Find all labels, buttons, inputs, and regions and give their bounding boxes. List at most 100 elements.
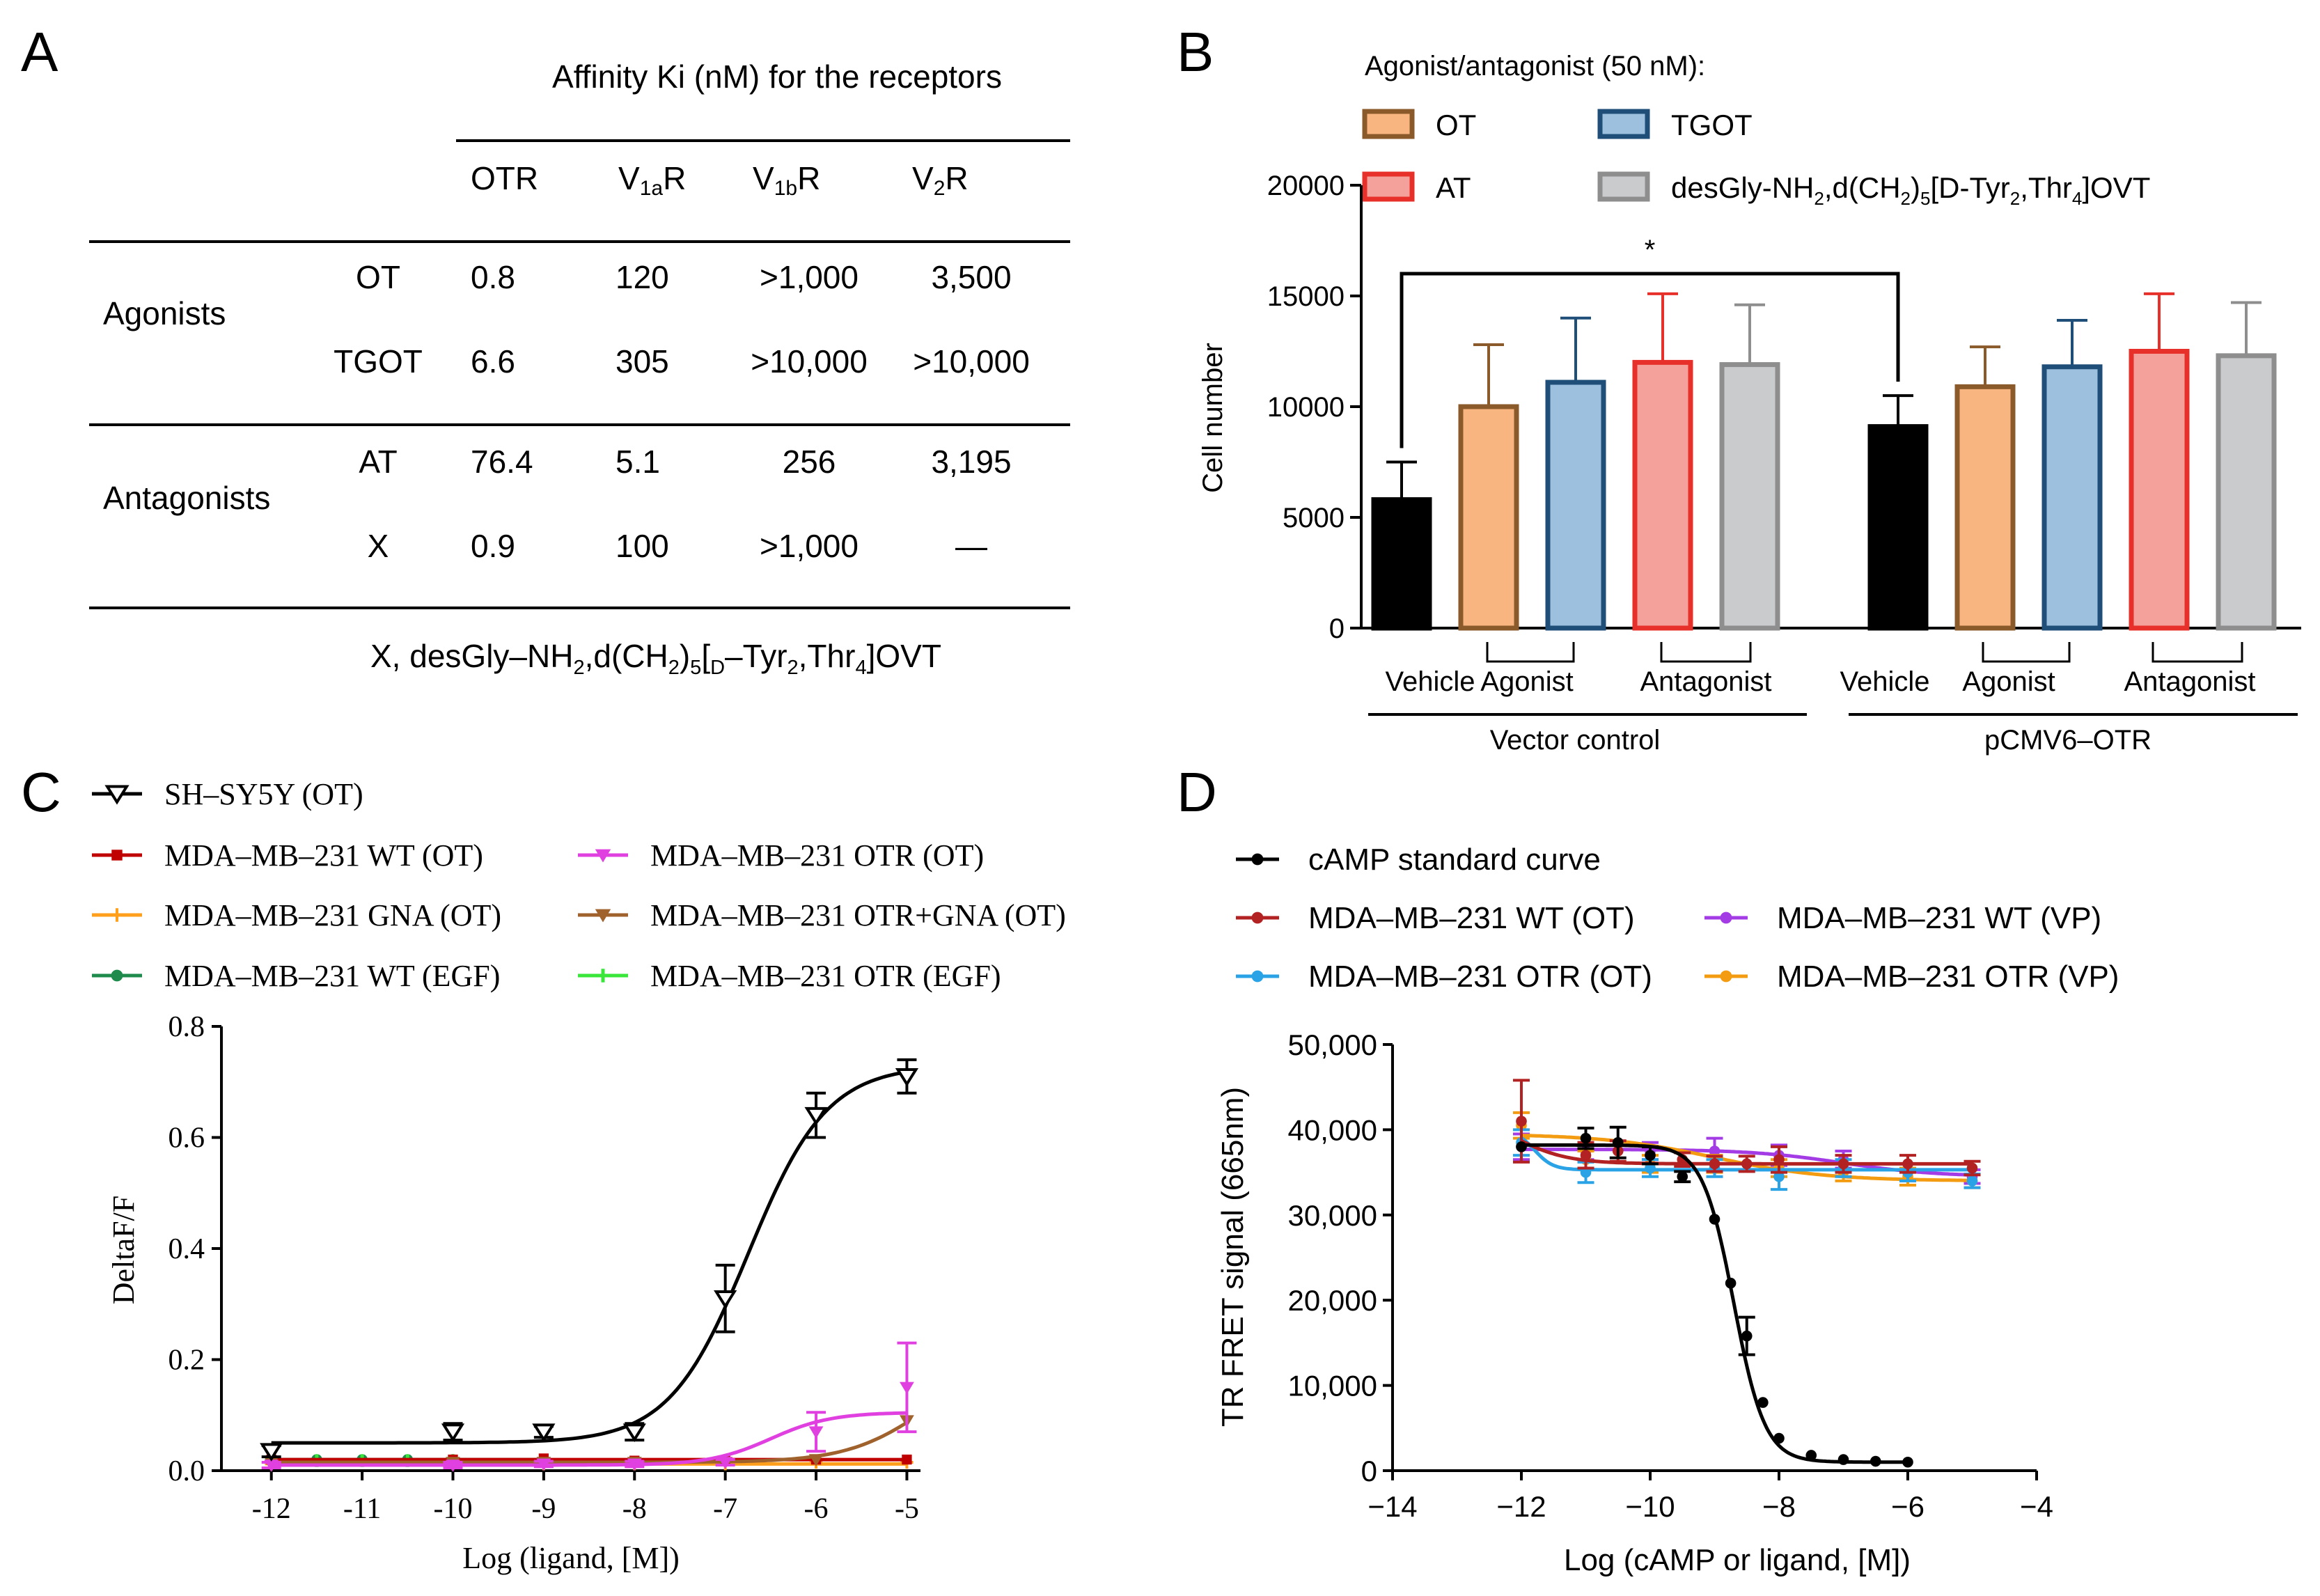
c-ytick-label: 0.2 bbox=[168, 1345, 205, 1377]
d-point bbox=[1677, 1171, 1688, 1182]
table-cell: 3,195 bbox=[931, 444, 1011, 480]
d-legend-label: MDA–MB–231 WT (VP) bbox=[1777, 901, 2101, 935]
table-col-header: V2R bbox=[912, 160, 969, 200]
subscript: 4 bbox=[2072, 188, 2082, 209]
d-xtick-label: −14 bbox=[1367, 1490, 1417, 1523]
d-point bbox=[1902, 1456, 1913, 1468]
b-xtick-label: Agonist bbox=[1480, 666, 1573, 697]
b-significance-bracket bbox=[1400, 272, 1900, 448]
c-point bbox=[264, 1460, 279, 1472]
d-point bbox=[1837, 1158, 1849, 1170]
b-bar bbox=[1632, 359, 1693, 631]
table-cell: >10,000 bbox=[751, 343, 868, 380]
d-point bbox=[1709, 1145, 1721, 1157]
table-header: OTR V1aR V1bR V2R bbox=[471, 160, 969, 200]
c-legend-label: MDA–MB–231 GNA (OT) bbox=[164, 898, 501, 932]
b-bar bbox=[1867, 424, 1929, 631]
b-xlabels: Vehicle Agonist Antagonist Vehicle Agonist An… bbox=[1368, 642, 2298, 756]
b-ylabel: Cell number bbox=[1198, 343, 1228, 493]
c-fit-line bbox=[271, 1070, 907, 1445]
d-legend-marker bbox=[1720, 970, 1732, 983]
c-legend-marker bbox=[111, 969, 123, 982]
table-body: Agonists OT 0.8 120 >1,000 3,500 TGOT 6.6 305 >10… bbox=[103, 259, 1030, 564]
d-point bbox=[1902, 1158, 1913, 1170]
col-base: V bbox=[753, 160, 774, 196]
b-group-bracket bbox=[2152, 642, 2243, 663]
c-legend-label: SH–SY5Y (OT) bbox=[164, 777, 363, 811]
text-part: X, desGly–NH bbox=[370, 638, 573, 674]
d-point bbox=[1516, 1141, 1527, 1152]
d-ylabel: TR FRET signal (665nm) bbox=[1216, 1087, 1250, 1427]
text-part: ,Thr bbox=[2020, 171, 2072, 204]
subscript: 2 bbox=[1814, 188, 1824, 209]
c-xlabel: Log (ligand, [M]) bbox=[462, 1541, 680, 1575]
b-group-label: pCMV6–OTR bbox=[1984, 725, 2152, 756]
b-bar bbox=[1371, 497, 1432, 631]
d-point bbox=[1966, 1162, 1978, 1174]
text-part: ,d(CH bbox=[1824, 171, 1901, 204]
d-ytick-label: 0 bbox=[1361, 1455, 1377, 1487]
d-legend-marker bbox=[1251, 970, 1264, 983]
c-legend-marker bbox=[595, 849, 611, 863]
b-xtick-label: Antagonist bbox=[2124, 666, 2255, 697]
d-point bbox=[1645, 1162, 1656, 1174]
table-cell: 3,500 bbox=[931, 259, 1011, 295]
table-cell: 305 bbox=[616, 343, 669, 380]
d-axes: 0 10,000 20,000 30,000 40,000 50,000 −14 −12 −10… bbox=[1288, 1028, 2053, 1523]
panel-b: B Agonist/antagonist (50 nM): OT TGOT AT de… bbox=[1177, 21, 2301, 756]
b-group-label: Vector control bbox=[1490, 725, 1661, 756]
c-legend-marker bbox=[111, 850, 123, 861]
c-point bbox=[808, 1454, 824, 1466]
d-legend-label: MDA–MB–231 OTR (VP) bbox=[1777, 960, 2119, 994]
panel-label-c: C bbox=[21, 761, 61, 823]
b-ytick-label: 0 bbox=[1329, 613, 1345, 644]
c-point bbox=[808, 1426, 824, 1439]
col-suffix: R bbox=[797, 160, 820, 196]
col-base: V bbox=[912, 160, 934, 196]
c-legend-marker bbox=[110, 908, 124, 922]
b-legend-swatch bbox=[1362, 109, 1415, 139]
c-fit-line bbox=[271, 1411, 907, 1467]
d-legend-marker bbox=[1251, 912, 1264, 924]
c-point bbox=[804, 1106, 828, 1126]
subscript: 4 bbox=[855, 657, 866, 679]
text-part: ) bbox=[1911, 171, 1920, 204]
b-bar bbox=[2129, 349, 2190, 631]
b-legend-label: AT bbox=[1436, 171, 1471, 204]
d-point bbox=[1709, 1158, 1721, 1170]
d-point bbox=[1805, 1450, 1817, 1461]
table-cell: 0.9 bbox=[471, 528, 515, 564]
d-ytick-label: 30,000 bbox=[1288, 1199, 1377, 1232]
c-point bbox=[446, 1460, 460, 1472]
c-xtick-label: -8 bbox=[622, 1493, 647, 1525]
text-part: ,Thr bbox=[799, 638, 856, 674]
table-ligand: TGOT bbox=[334, 343, 423, 380]
b-bar bbox=[1458, 404, 1519, 631]
text-part: ) bbox=[680, 638, 690, 674]
table-cell: >1,000 bbox=[760, 528, 859, 564]
c-xtick-label: -5 bbox=[895, 1493, 919, 1525]
b-bar bbox=[1545, 380, 1606, 631]
d-point bbox=[1580, 1150, 1592, 1161]
b-legend-swatch bbox=[1597, 171, 1650, 202]
text-part: ]OVT bbox=[2082, 171, 2150, 204]
d-point bbox=[1741, 1330, 1753, 1342]
subscript: 2 bbox=[787, 657, 799, 679]
d-point bbox=[1757, 1397, 1769, 1408]
d-xtick-label: −12 bbox=[1496, 1490, 1546, 1523]
c-legend-label: MDA–MB–231 OTR (EGF) bbox=[650, 959, 1001, 993]
text-part: [ bbox=[701, 638, 710, 674]
table-ligand: X bbox=[368, 528, 389, 564]
b-ytick-label: 20000 bbox=[1267, 171, 1345, 201]
d-ytick-label: 40,000 bbox=[1288, 1113, 1377, 1146]
b-xtick-label: Antagonist bbox=[1640, 666, 1771, 697]
text-part: –Tyr bbox=[725, 638, 787, 674]
b-ytick-label: 5000 bbox=[1283, 503, 1345, 533]
b-legend-swatch bbox=[1362, 171, 1415, 202]
b-axes: 0 5000 10000 15000 20000 bbox=[1267, 171, 2301, 644]
b-ytick-label: 15000 bbox=[1267, 281, 1345, 312]
c-axes: 0.0 0.2 0.4 0.6 0.8 -12 -11 -10 -9 -8 -7 -6 -5 bbox=[168, 1011, 920, 1525]
b-xtick-label: Vehicle bbox=[1840, 666, 1930, 697]
subscript: D bbox=[710, 657, 725, 679]
c-xtick-label: -11 bbox=[343, 1493, 381, 1525]
